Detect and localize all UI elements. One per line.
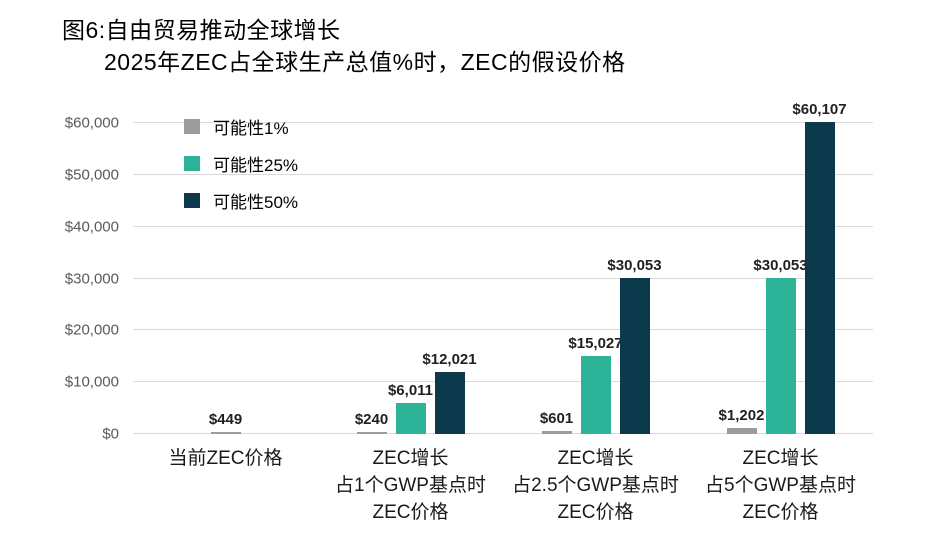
- legend-item-p1: 可能性1%: [184, 114, 298, 139]
- x-axis-labels: 当前ZEC价格 ZEC增长 占1个GWP基点时 ZEC价格 ZEC增长 占2.5个GWP基…: [133, 434, 873, 526]
- bars-row: $449 $240 $6,011 $12,021 $601 $15,027 $30,053 $…: [133, 101, 873, 434]
- legend-label: 可能性50%: [213, 193, 299, 212]
- x-category-label-line: 占2.5个GWP基点时: [512, 475, 679, 496]
- x-category-label-line: ZEC价格: [372, 502, 449, 523]
- x-category-label-3: ZEC增长占2.5个GWP基点时 ZEC价格: [503, 445, 688, 526]
- bar-value-label-p50: $12,021: [422, 350, 477, 368]
- bar-value-label-p25: $15,027: [568, 335, 623, 353]
- plot-area: $0 $10,000 $20,000 $30,000 $40,000 $50,000 $60…: [65, 101, 873, 523]
- gridline: [133, 329, 873, 331]
- bar-p1: $240: [355, 411, 388, 434]
- bar-group-1: $449: [133, 123, 318, 434]
- bar-value-label-p1: $1,202: [718, 406, 765, 424]
- bar-p25: $15,027: [568, 335, 623, 434]
- chart-title: 图6:自由贸易推动全球增长: [62, 17, 341, 43]
- bar-value-label-p50: $30,053: [607, 257, 662, 275]
- bar-p50: $12,021: [422, 351, 477, 434]
- bar-p50: $30,053: [607, 257, 662, 434]
- y-tick-label: $40,000: [64, 218, 119, 236]
- bar-p1: $1,202: [719, 407, 764, 434]
- bar-value-label-p1: $601: [539, 409, 574, 427]
- bar-group-4: $1,202 $30,053 $60,107: [688, 101, 873, 434]
- legend-item-p50: 可能性50%: [184, 188, 298, 213]
- bar-p50: $60,107: [792, 101, 847, 434]
- y-tick-label: $30,000: [64, 270, 119, 287]
- gridline: [133, 225, 873, 227]
- bar-value-label-p50: $60,107: [792, 101, 847, 119]
- y-tick-label: $20,000: [64, 321, 119, 339]
- legend-swatch-p25: [184, 156, 200, 171]
- bar-group-2: $240 $6,011 $12,021: [318, 123, 503, 434]
- x-category-label-1: 当前ZEC价格: [133, 445, 318, 526]
- bar-p1: $601: [540, 410, 573, 434]
- x-category-label-line: 占1个GWP基点时: [335, 475, 486, 496]
- x-category-label-4: ZEC增长占5个GWP基点时 ZEC价格: [688, 445, 873, 526]
- x-category-label-line: ZEC增长: [372, 448, 449, 469]
- title-block: 图6:自由贸易推动全球增长 2025年ZEC占全球生产总值%时，ZEC的假设价格: [62, 14, 626, 78]
- x-category-label-line: ZEC价格: [557, 502, 634, 523]
- y-tick-label: $60,000: [64, 114, 119, 132]
- x-category-label-line: ZEC增长: [557, 448, 634, 469]
- bar-p25: $6,011: [388, 382, 433, 434]
- gridline: [133, 433, 873, 434]
- bar-value-label-p1: $240: [354, 411, 389, 428]
- x-category-label-line: 当前ZEC价格: [168, 448, 283, 469]
- gridline: [133, 277, 873, 279]
- bar-value-label-p25: $30,053: [753, 257, 808, 275]
- legend: 可能性1% 可能性25% 可能性50%: [184, 114, 298, 213]
- legend-swatch-p50: [184, 193, 200, 208]
- y-tick-label: $0: [102, 425, 119, 443]
- gridline: [133, 122, 873, 123]
- chart-subtitle: 2025年ZEC占全球生产总值%时，ZEC的假设价格: [104, 49, 626, 75]
- x-category-label-line: ZEC增长: [742, 448, 819, 469]
- legend-swatch-p1: [184, 119, 200, 134]
- legend-label: 可能性25%: [213, 156, 299, 175]
- x-category-label-2: ZEC增长占1个GWP基点时 ZEC价格: [318, 445, 503, 526]
- x-category-label-line: 占5个GWP基点时: [705, 475, 856, 496]
- y-tick-label: $10,000: [64, 373, 119, 391]
- legend-item-p25: 可能性25%: [184, 151, 298, 176]
- bar-value-label-p1: $449: [208, 410, 243, 428]
- bar-p1: $449: [209, 411, 242, 434]
- bar-p25: $30,053: [753, 257, 808, 434]
- x-category-label-line: ZEC价格: [742, 502, 819, 523]
- legend-label: 可能性1%: [213, 119, 289, 138]
- bar-value-label-p25: $6,011: [387, 381, 434, 399]
- gridline: [133, 173, 873, 175]
- gridline: [133, 381, 873, 383]
- bar-group-3: $601 $15,027 $30,053: [503, 123, 688, 434]
- y-tick-label: $50,000: [64, 166, 119, 184]
